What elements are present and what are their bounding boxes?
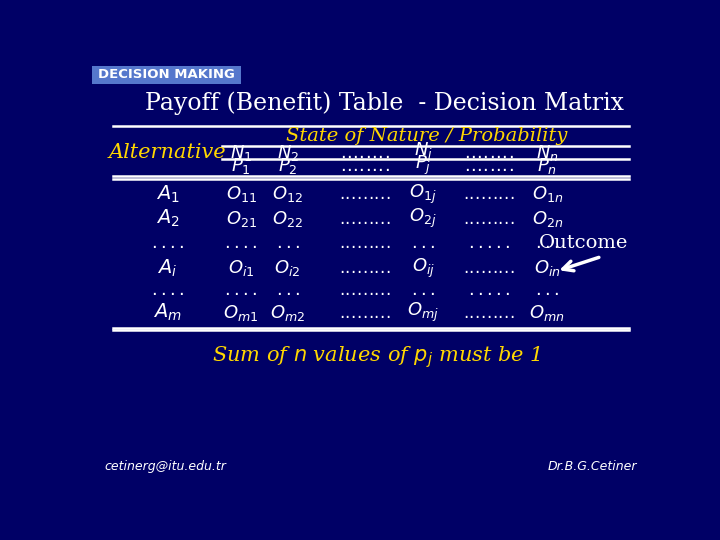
Text: Dr.B.G.Cetiner: Dr.B.G.Cetiner <box>548 460 637 473</box>
Text: $\mathit{. \! . \! . \! . \! . \! . \! . \! .}$: $\mathit{. \! . \! . \! . \! . \! . \! .… <box>340 144 390 161</box>
Text: $\mathit{. \! . \! . \! . \! . \! . \! . \! .}$: $\mathit{. \! . \! . \! . \! . \! . \! .… <box>340 157 390 174</box>
Text: $\mathit{O_{21}}$: $\mathit{O_{21}}$ <box>225 209 256 229</box>
Text: $\mathit{. \! . \! . \! . \! . \! . \! . \! . \! .}$: $\mathit{. \! . \! . \! . \! . \! . \! .… <box>463 210 516 228</box>
Text: $\mathit{. . . .}$: $\mathit{. . . .}$ <box>225 281 258 299</box>
Text: $\mathit{O_{m2}}$: $\mathit{O_{m2}}$ <box>270 303 305 323</box>
Text: $\mathit{. \! . \! . \! . \! . \! . \! . \! . \! .}$: $\mathit{. \! . \! . \! . \! . \! . \! .… <box>339 210 391 228</box>
Text: $\mathit{O_{mn}}$: $\mathit{O_{mn}}$ <box>529 303 565 323</box>
Text: $\mathit{N_2}$: $\mathit{N_2}$ <box>276 143 299 163</box>
Text: $\mathit{. . .}$: $\mathit{. . .}$ <box>276 281 300 299</box>
Text: $\mathit{. \! . \! . \! . \! . \! . \! . \! .}$: $\mathit{. \! . \! . \! . \! . \! . \! .… <box>464 144 514 161</box>
Text: $\mathit{. . . . .}$: $\mathit{. . . . .}$ <box>468 234 510 252</box>
Text: $\mathit{O_{2j}}$: $\mathit{O_{2j}}$ <box>410 207 437 231</box>
Text: $\mathit{. . .}$: $\mathit{. . .}$ <box>276 234 300 252</box>
Text: Alternative: Alternative <box>109 143 226 162</box>
Text: $\mathit{. \! . \! . \! . \! . \! . \! . \! . \! .}$: $\mathit{. \! . \! . \! . \! . \! . \! .… <box>463 303 516 322</box>
Text: $\mathit{O_{ij}}$: $\mathit{O_{ij}}$ <box>412 256 435 280</box>
Text: $\mathit{O_{2n}}$: $\mathit{O_{2n}}$ <box>531 209 563 229</box>
Text: $\mathit{N_n}$: $\mathit{N_n}$ <box>536 143 559 163</box>
Text: $\mathit{. \! . \! . \! . \! . \! . \! . \! . \! .}$: $\mathit{. \! . \! . \! . \! . \! . \! .… <box>339 185 391 203</box>
Text: $\mathit{P_n}$: $\mathit{P_n}$ <box>537 156 557 176</box>
Text: $\mathit{A_m}$: $\mathit{A_m}$ <box>153 302 182 323</box>
Text: $\mathit{O_{i2}}$: $\mathit{O_{i2}}$ <box>274 258 301 278</box>
Text: $\mathit{. . . . .}$: $\mathit{. . . . .}$ <box>468 281 510 299</box>
Text: $\mathit{O_{22}}$: $\mathit{O_{22}}$ <box>272 209 303 229</box>
Text: $\mathit{A_1}$: $\mathit{A_1}$ <box>156 184 179 205</box>
Text: $\mathit{. . .}$: $\mathit{. . .}$ <box>535 281 559 299</box>
Text: $\mathit{. \! . \! . \! . \! . \! . \! . \! . \! .}$: $\mathit{. \! . \! . \! . \! . \! . \! .… <box>339 234 391 252</box>
Text: $\mathit{. \! . \! . \! . \! . \! . \! . \! . \! .}$: $\mathit{. \! . \! . \! . \! . \! . \! .… <box>339 281 391 299</box>
Text: $\mathit{. . . .}$: $\mathit{. . . .}$ <box>150 234 184 252</box>
Text: $\mathit{O_{m1}}$: $\mathit{O_{m1}}$ <box>223 303 258 323</box>
Text: Outcome: Outcome <box>539 234 629 252</box>
Text: $\mathit{. . .}$: $\mathit{. . .}$ <box>411 281 436 299</box>
Text: Payoff (Benefit) Table  - Decision Matrix: Payoff (Benefit) Table - Decision Matrix <box>145 92 624 115</box>
Text: $\mathit{. \! . \! . \! . \! . \! . \! . \! . \! .}$: $\mathit{. \! . \! . \! . \! . \! . \! .… <box>339 259 391 277</box>
Text: $\mathit{A_2}$: $\mathit{A_2}$ <box>156 208 179 230</box>
Text: $\mathit{. . . .}$: $\mathit{. . . .}$ <box>150 281 184 299</box>
Text: $\mathit{O_{12}}$: $\mathit{O_{12}}$ <box>272 184 303 204</box>
Text: $\mathit{P_j}$: $\mathit{P_j}$ <box>415 154 431 177</box>
Text: $\mathit{O_{11}}$: $\mathit{O_{11}}$ <box>225 184 256 204</box>
Text: DECISION MAKING: DECISION MAKING <box>99 68 235 82</box>
Text: $\mathit{N_j}$: $\mathit{N_j}$ <box>414 141 433 164</box>
Text: Sum of $\mathit{n}$ values of $\mathit{p_j}$ must be 1: Sum of $\mathit{n}$ values of $\mathit{p… <box>212 345 541 370</box>
Text: $\mathit{N_1}$: $\mathit{N_1}$ <box>230 143 252 163</box>
Text: State of Nature / Probability: State of Nature / Probability <box>287 127 568 145</box>
Text: $\mathit{. \! . \! . \! . \! . \! . \! . \! . \! .}$: $\mathit{. \! . \! . \! . \! . \! . \! .… <box>463 259 516 277</box>
Text: $\mathit{. \! . \! . \! . \! . \! . \! . \! . \! .}$: $\mathit{. \! . \! . \! . \! . \! . \! .… <box>339 303 391 322</box>
Text: $\mathit{. \! . \! . \! . \! . \! . \! . \! . \! .}$: $\mathit{. \! . \! . \! . \! . \! . \! .… <box>463 185 516 203</box>
Text: $\mathit{O_{in}}$: $\mathit{O_{in}}$ <box>534 258 561 278</box>
Text: $\mathit{. . .}$: $\mathit{. . .}$ <box>411 234 436 252</box>
Text: $\mathit{O_{1j}}$: $\mathit{O_{1j}}$ <box>410 183 437 206</box>
Text: $\mathit{O_{i1}}$: $\mathit{O_{i1}}$ <box>228 258 254 278</box>
Text: $\mathit{O_{mj}}$: $\mathit{O_{mj}}$ <box>408 301 439 325</box>
Text: $\mathit{O_{1n}}$: $\mathit{O_{1n}}$ <box>531 184 563 204</box>
Text: $\mathit{. \! . \! . \! . \! . \! . \! . \! .}$: $\mathit{. \! . \! . \! . \! . \! . \! .… <box>464 157 514 174</box>
Text: cetinerg@itu.edu.tr: cetinerg@itu.edu.tr <box>104 460 226 473</box>
Text: $\mathit{. . . .}$: $\mathit{. . . .}$ <box>225 234 258 252</box>
Text: $\mathit{A_i}$: $\mathit{A_i}$ <box>158 258 178 279</box>
Text: $\mathit{P_1}$: $\mathit{P_1}$ <box>231 156 251 176</box>
Text: $\mathit{P_2}$: $\mathit{P_2}$ <box>278 156 297 176</box>
FancyBboxPatch shape <box>92 65 241 84</box>
Text: $\mathit{. . .}$: $\mathit{. . .}$ <box>535 234 559 252</box>
